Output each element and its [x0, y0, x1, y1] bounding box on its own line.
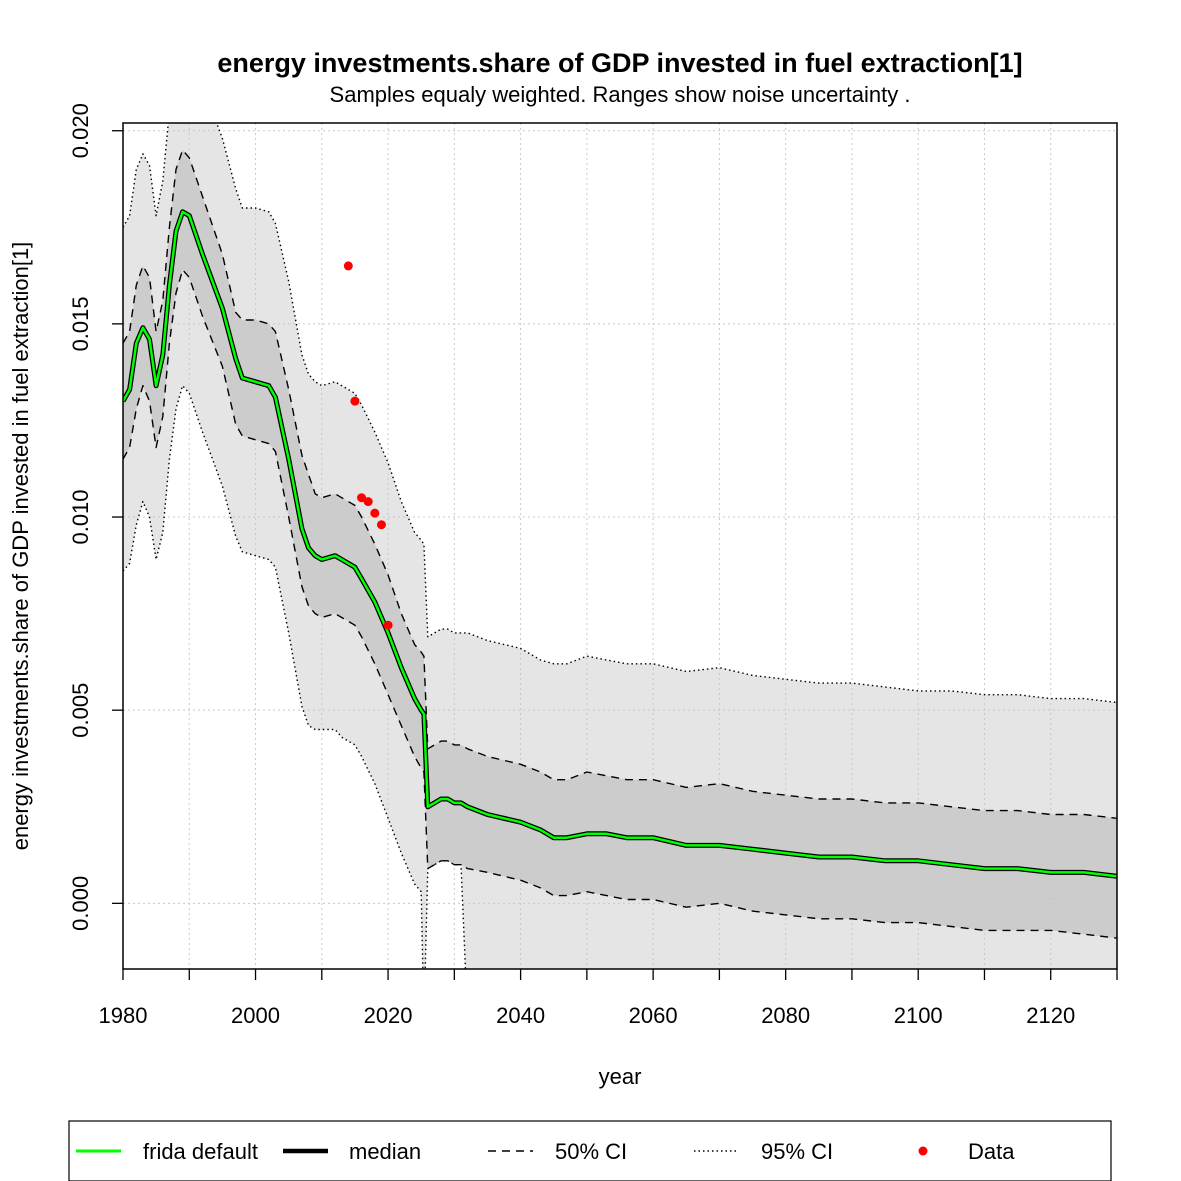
y-tick-label: 0.010	[68, 489, 93, 544]
data-point	[363, 497, 373, 507]
x-tick-label: 2080	[761, 1003, 810, 1028]
series-lines	[123, 123, 1117, 969]
uncertainty-bands	[123, 123, 1117, 969]
x-tick-label: 2000	[231, 1003, 280, 1028]
x-axis-label: year	[599, 1064, 642, 1089]
x-tick-label: 2060	[629, 1003, 678, 1028]
x-tick-label: 2100	[894, 1003, 943, 1028]
line-50ci-lower	[123, 269, 1117, 939]
plot-frame	[122, 122, 1118, 970]
y-tick-label: 0.020	[68, 103, 93, 158]
chart-title: energy investments.share of GDP invested…	[217, 48, 1022, 78]
chart-subtitle: Samples equaly weighted. Ranges show noi…	[330, 82, 911, 107]
line-95ci-lower	[123, 385, 467, 969]
legend-label-frida-default: frida default	[143, 1139, 258, 1164]
plot-area	[123, 123, 1117, 969]
data-point	[343, 261, 353, 271]
data-point	[350, 396, 360, 406]
line-50ci-upper	[123, 149, 1117, 819]
line-95ci-upper	[123, 123, 1117, 704]
legend-label-95ci: 95% CI	[761, 1139, 833, 1164]
legend: frida default median 50% CI 95% CI Data	[68, 1120, 1112, 1181]
legend-label-50ci: 50% CI	[555, 1139, 627, 1164]
line-frida-default	[123, 210, 1117, 878]
legend-label-data: Data	[968, 1139, 1015, 1164]
x-tick-label: 2040	[496, 1003, 545, 1028]
y-axis-label: energy investments.share of GDP invested…	[8, 242, 33, 851]
data-point	[383, 620, 393, 630]
x-tick-label: 2120	[1026, 1003, 1075, 1028]
x-tick-label: 1980	[99, 1003, 148, 1028]
data-point	[357, 493, 367, 503]
x-tick-label: 2020	[364, 1003, 413, 1028]
y-tick-label: 0.005	[68, 683, 93, 738]
legend-box	[68, 1120, 1112, 1181]
y-tick-label: 0.000	[68, 876, 93, 931]
data-points	[343, 261, 393, 630]
band-95ci	[123, 123, 1117, 969]
data-point	[370, 508, 380, 518]
legend-label-median: median	[349, 1139, 421, 1164]
y-tick-label: 0.015	[68, 296, 93, 351]
y-axis: 0.000 0.005 0.010 0.015 0.020	[68, 103, 123, 931]
x-axis: 1980 2000 2020 2040 2060 2080 2100 2120	[99, 969, 1118, 1028]
data-point	[376, 520, 386, 530]
legend-swatch-data	[918, 1146, 928, 1156]
